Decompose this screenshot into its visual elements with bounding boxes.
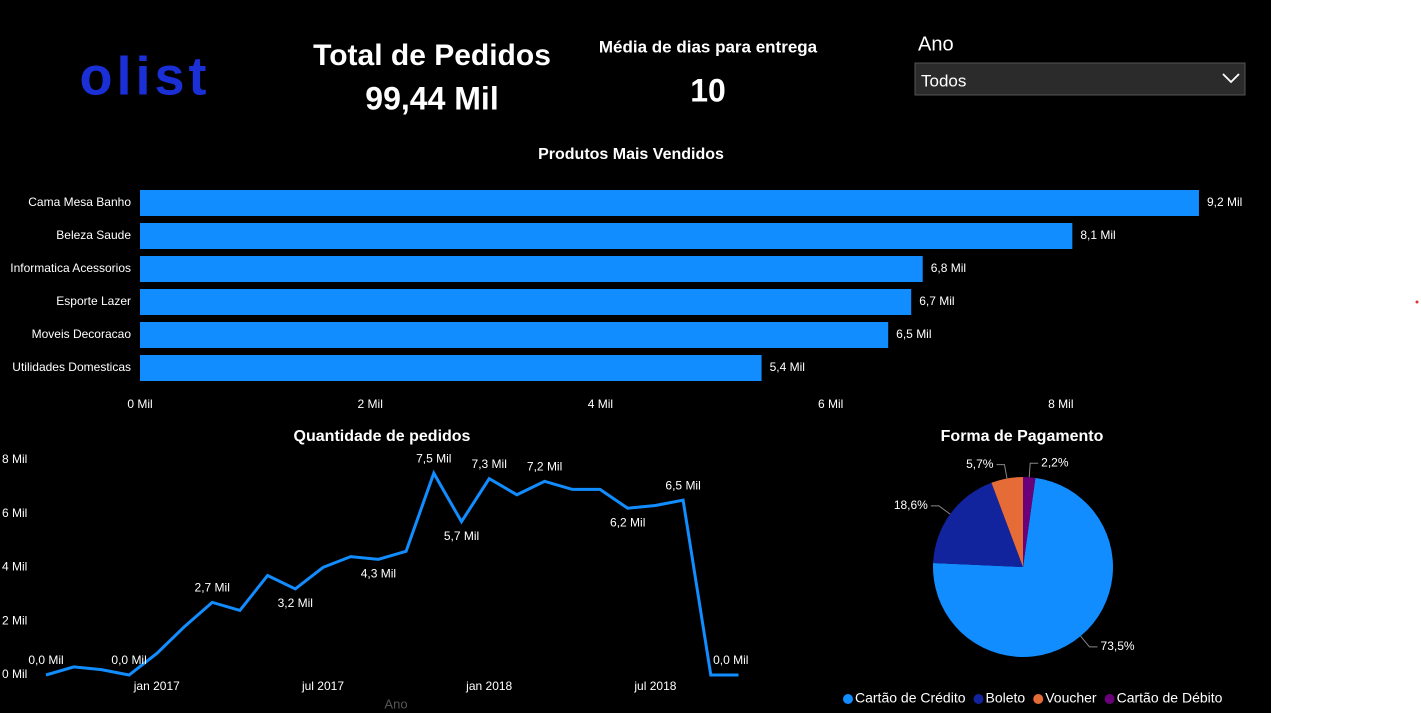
data-label: 7,5 Mil <box>416 451 451 465</box>
leader-line <box>1028 462 1039 478</box>
y-tick-label: Cama Mesa Banho <box>28 195 131 209</box>
y-tick-label: 6 Mil <box>2 506 27 520</box>
y-tick-label: 2 Mil <box>2 613 27 627</box>
data-label: 6,7 Mil <box>919 294 954 308</box>
y-tick-label: Moveis Decoracao <box>32 327 132 341</box>
data-label: 5,4 Mil <box>770 360 805 374</box>
x-tick-label: 6 Mil <box>818 397 843 411</box>
data-label: 0,0 Mil <box>713 653 748 667</box>
data-label: 3,2 Mil <box>278 596 313 610</box>
x-tick-label: 4 Mil <box>588 397 613 411</box>
y-tick-label: Beleza Saude <box>56 228 131 242</box>
data-label: 4,3 Mil <box>361 567 396 581</box>
y-tick-label: Informatica Acessorios <box>10 261 131 275</box>
x-tick-label: 8 Mil <box>1048 397 1073 411</box>
chart-title: Forma de Pagamento <box>941 428 1104 445</box>
data-label: 2,7 Mil <box>195 581 230 595</box>
data-label: 9,2 Mil <box>1207 195 1242 209</box>
leader-line <box>996 464 1008 479</box>
data-label: 6,5 Mil <box>665 478 700 492</box>
kpi-title: Total de Pedidos <box>313 39 551 72</box>
pie-slice <box>933 477 1113 658</box>
data-label: 0,0 Mil <box>28 653 63 667</box>
x-tick-label: 2 Mil <box>358 397 383 411</box>
data-label: 5,7 Mil <box>444 529 479 543</box>
y-tick-label: Esporte Lazer <box>56 294 131 308</box>
x-tick-label: jan 2017 <box>133 679 180 693</box>
data-label: 6,8 Mil <box>931 261 966 275</box>
pie-slice <box>1023 477 1036 567</box>
pie-slice <box>991 477 1023 567</box>
y-tick-label: 8 Mil <box>2 452 27 466</box>
data-label: 73,5% <box>1101 639 1135 653</box>
kpi-title: Média de dias para entrega <box>599 37 818 56</box>
logo: olist <box>79 46 210 106</box>
chart-title: Produtos Mais Vendidos <box>538 146 724 163</box>
data-label: 7,2 Mil <box>527 459 562 473</box>
slicer-box[interactable] <box>914 62 1246 96</box>
legend-marker <box>1033 694 1044 704</box>
legend-marker <box>843 694 853 704</box>
x-tick-label: jul 2018 <box>633 679 676 693</box>
legend-marker <box>1104 694 1115 704</box>
data-label: 18,6% <box>894 498 928 512</box>
legend-label: Cartão de Crédito <box>855 690 966 706</box>
legend-marker <box>973 694 984 704</box>
data-label: 8,1 Mil <box>1080 228 1115 242</box>
data-label: 6,2 Mil <box>610 515 645 529</box>
bar <box>140 256 923 282</box>
data-label: 2,2% <box>1041 455 1069 469</box>
chart-title: Quantidade de pedidos <box>294 428 471 445</box>
legend-label: Voucher <box>1045 690 1097 706</box>
x-tick-label: jan 2018 <box>465 679 512 693</box>
x-axis-title: Ano <box>384 696 407 711</box>
y-tick-label: Utilidades Domesticas <box>12 360 131 374</box>
y-tick-label: 4 Mil <box>2 560 27 574</box>
y-tick-label: 0 Mil <box>2 667 27 681</box>
kpi-value: 99,44 Mil <box>365 80 498 116</box>
bar <box>140 322 889 348</box>
slicer-value[interactable]: Todos <box>921 71 966 90</box>
leader-line <box>930 505 951 515</box>
slicer[interactable]: Todos <box>914 62 1246 96</box>
x-tick-label: jul 2017 <box>301 679 344 693</box>
data-label: 6,5 Mil <box>896 327 931 341</box>
data-label: 0,0 Mil <box>111 653 146 667</box>
bar <box>140 190 1199 216</box>
line <box>45 469 739 677</box>
bar <box>140 223 1073 249</box>
legend-label: Boleto <box>986 690 1026 706</box>
x-tick-label: 0 Mil <box>127 397 152 411</box>
pie-slice <box>933 482 1023 567</box>
data-label: 7,3 Mil <box>472 457 507 471</box>
bar <box>140 355 762 381</box>
bar <box>140 289 912 315</box>
legend-label: Cartão de Débito <box>1117 690 1223 706</box>
slicer-title: Ano <box>918 33 954 55</box>
chevron[interactable] <box>1222 73 1240 84</box>
dot <box>1415 300 1419 304</box>
data-label: 5,7% <box>966 457 994 471</box>
kpi-value: 10 <box>690 72 726 108</box>
leader-line <box>1080 635 1098 648</box>
